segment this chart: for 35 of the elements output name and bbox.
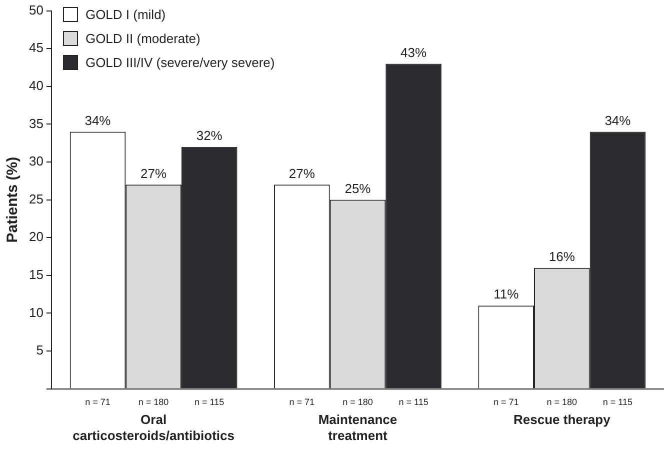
data-label: 34%: [84, 112, 112, 128]
data-label: 34%: [604, 112, 632, 128]
text: n = 115: [194, 396, 224, 407]
y-tick-label: 20: [28, 229, 44, 244]
y-tick-label: 25: [28, 191, 44, 206]
y-tick-label: 5: [36, 342, 44, 358]
data-label: 11%: [494, 286, 520, 302]
data-label: 43%: [400, 44, 427, 60]
x-tick-label: Maintenance treatment: [318, 412, 398, 443]
data-label: 27%: [288, 166, 316, 181]
text: n = 71: [493, 396, 519, 407]
text: n = 71: [289, 396, 315, 407]
data-label: 25%: [344, 180, 372, 196]
y-tick-label: 50: [28, 2, 44, 18]
x-tick-label: Rescue therapy: [513, 412, 612, 428]
data-label: 27%: [140, 166, 167, 181]
y-tick-label: 15: [28, 266, 44, 282]
y-tick-label: 40: [28, 78, 44, 93]
y-tick-label: 45: [28, 40, 44, 56]
data-label: 16%: [548, 248, 576, 264]
y-axis-title: Patients (%): [4, 156, 22, 243]
text: n = 180: [546, 396, 578, 407]
x-tick-label: Oral carticosteroids/antibiotics: [72, 412, 234, 443]
y-tick-label: 35: [28, 116, 44, 131]
legend-label: GOLD I (mild): [85, 6, 166, 22]
y-tick-label: 10: [28, 304, 44, 320]
y-tick-label: 30: [28, 154, 44, 169]
data-label: 32%: [196, 128, 223, 143]
text: n = 180: [138, 396, 169, 407]
text: n = 71: [85, 396, 110, 407]
text: n = 115: [602, 396, 633, 407]
legend-label: GOLD II (moderate): [85, 30, 200, 46]
text: n = 115: [398, 396, 428, 407]
text: n = 180: [342, 396, 373, 407]
legend-label: GOLD III/IV (severe/very severe): [85, 54, 275, 70]
